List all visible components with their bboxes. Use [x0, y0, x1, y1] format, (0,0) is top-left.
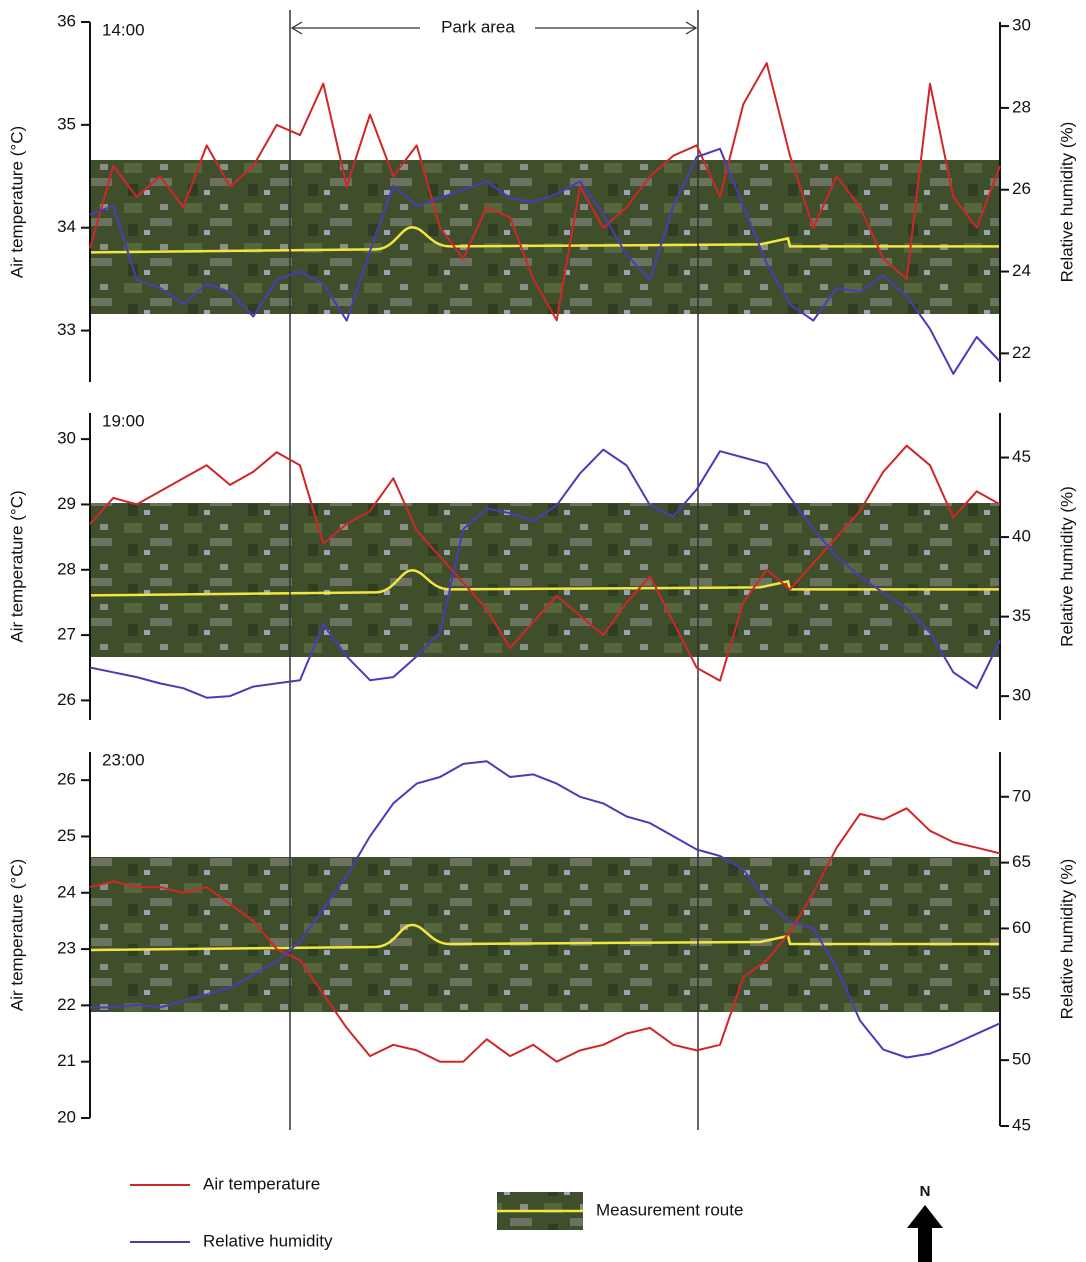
y-tick-label: 28: [57, 559, 76, 578]
y-tick-label: 26: [57, 690, 76, 709]
series-line: [89, 448, 1001, 699]
plots: 33 34 35 36 22 24 26 28 30 Air temperature (°C) Re…: [7, 11, 1076, 1134]
y-tick-label: 27: [57, 625, 76, 644]
y2-tick-label: 24: [1012, 261, 1031, 280]
north-label: N: [920, 1183, 931, 1200]
y2-tick-label: 55: [1012, 984, 1031, 1003]
series-line: [89, 62, 1001, 322]
y-tick-label: 22: [57, 995, 76, 1014]
route-line: [89, 923, 1000, 952]
panel-label: 23:00: [102, 750, 145, 769]
north-arrow: [907, 1205, 943, 1262]
series-line: [89, 444, 1001, 682]
legend-label: Air temperature: [203, 1174, 320, 1193]
y2-tick-label: 40: [1012, 527, 1031, 546]
y2-tick-label: 30: [1012, 16, 1031, 35]
series-line: [90, 760, 1001, 1059]
y-axis-label: Air temperature (°C): [7, 126, 26, 278]
y-tick-label: 24: [57, 882, 76, 901]
y2-tick-label: 28: [1012, 97, 1031, 116]
legend-label: Relative humidity: [203, 1231, 333, 1250]
y-tick-label: 26: [57, 770, 76, 789]
y2-axis-label: Relative humidity (%): [1057, 486, 1076, 647]
panel-label: 14:00: [102, 20, 145, 39]
series-line: [89, 147, 1001, 375]
route-line: [89, 226, 1000, 254]
annotation: Park area: [441, 17, 515, 36]
y2-tick-label: 22: [1012, 343, 1031, 362]
y-tick-label: 35: [57, 114, 76, 133]
y2-axis-label: Relative humidity (%): [1057, 122, 1076, 283]
y-tick-label: 23: [57, 939, 76, 958]
y-tick-label: 30: [57, 429, 76, 448]
satellite-strip: [90, 857, 1000, 1012]
y2-tick-label: 26: [1012, 179, 1031, 198]
y-tick-label: 29: [57, 494, 76, 513]
y-axis-label: Air temperature (°C): [7, 490, 26, 642]
y-tick-label: 33: [57, 320, 76, 339]
park-arrow: [290, 21, 698, 35]
y-axis-label: Air temperature (°C): [7, 859, 26, 1011]
y2-tick-label: 70: [1012, 786, 1031, 805]
y2-tick-label: 35: [1012, 606, 1031, 625]
y2-tick-label: 60: [1012, 918, 1031, 937]
y-tick-label: 25: [57, 826, 76, 845]
background: [89, 160, 1000, 1012]
y2-tick-label: 45: [1012, 447, 1031, 466]
satellite-strip: [90, 503, 1000, 657]
legend-label: Measurement route: [596, 1200, 743, 1219]
y2-tick-label: 65: [1012, 852, 1031, 871]
series-line: [89, 807, 1001, 1063]
panel-label: 19:00: [102, 411, 145, 430]
y2-tick-label: 45: [1012, 1115, 1031, 1134]
y-tick-label: 36: [57, 11, 76, 30]
satellite-strip: [90, 160, 1000, 314]
y2-tick-label: 30: [1012, 686, 1031, 705]
y-tick-label: 20: [57, 1107, 76, 1126]
legend: Air temperature Relative humidity Measur…: [130, 1174, 943, 1262]
y2-axis-label: Relative humidity (%): [1057, 859, 1076, 1020]
y-tick-label: 34: [57, 217, 76, 236]
y-tick-label: 21: [57, 1051, 76, 1070]
y2-tick-label: 50: [1012, 1050, 1031, 1069]
